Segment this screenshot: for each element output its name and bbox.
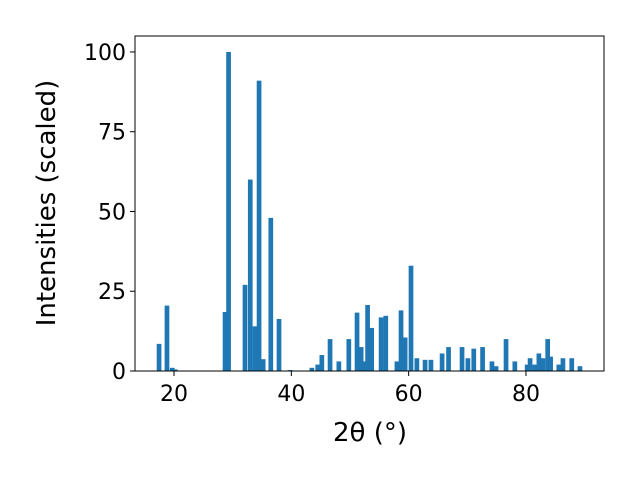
- bar: [480, 347, 485, 371]
- bar: [503, 339, 509, 371]
- bar: [268, 217, 274, 371]
- bar: [524, 364, 530, 371]
- x-tick-label: 20: [160, 382, 188, 407]
- bar: [556, 364, 562, 371]
- bar: [315, 364, 321, 371]
- bar: [398, 310, 404, 371]
- bar: [256, 80, 262, 372]
- bar: [540, 358, 546, 371]
- bar: [569, 358, 575, 371]
- x-tick-label: 40: [277, 382, 305, 407]
- bar: [156, 343, 162, 371]
- bar: [383, 315, 389, 371]
- bar: [354, 312, 360, 371]
- y-tick-label: 0: [112, 360, 126, 385]
- bar: [260, 359, 266, 371]
- y-tick-label: 50: [98, 200, 126, 225]
- bar: [365, 304, 370, 371]
- bar: [489, 361, 495, 371]
- bar: [532, 364, 538, 371]
- bar: [222, 311, 228, 371]
- bar: [402, 337, 408, 371]
- bar: [358, 347, 364, 371]
- bar: [536, 353, 542, 371]
- y-tick-label: 25: [98, 280, 126, 305]
- bar: [252, 326, 258, 371]
- bar: [439, 353, 445, 371]
- plot-frame: [134, 35, 605, 372]
- bar: [548, 356, 553, 371]
- x-axis-label: 2θ (°): [333, 418, 407, 448]
- x-tick-label: 60: [395, 382, 423, 407]
- bar: [327, 339, 333, 371]
- bar: [577, 366, 583, 371]
- bar: [471, 348, 477, 371]
- bar: [378, 317, 384, 371]
- x-tick-label: 80: [512, 382, 540, 407]
- bar: [226, 51, 231, 371]
- bar: [309, 367, 315, 371]
- bar: [459, 347, 465, 371]
- bar: [545, 339, 551, 371]
- bar: [465, 358, 471, 371]
- bar: [242, 284, 248, 371]
- bar: [394, 361, 400, 371]
- bar: [414, 358, 420, 371]
- bar: [164, 305, 170, 371]
- bar: [560, 358, 566, 371]
- y-tick-label: 75: [98, 121, 126, 146]
- bar: [512, 361, 518, 371]
- bar: [346, 339, 352, 371]
- y-axis-label: Intensities (scaled): [32, 80, 62, 327]
- bar: [446, 347, 451, 371]
- bar: [336, 361, 342, 371]
- bar: [493, 366, 499, 371]
- bar: [408, 265, 414, 371]
- bar: [172, 369, 178, 371]
- bar: [422, 359, 428, 371]
- bar: [527, 358, 533, 371]
- bar: [428, 359, 434, 371]
- bar: [319, 355, 325, 371]
- bar: [369, 327, 375, 371]
- y-tick-label: 100: [84, 41, 126, 66]
- bar: [169, 367, 175, 371]
- bar: [247, 179, 253, 371]
- bar: [276, 318, 282, 371]
